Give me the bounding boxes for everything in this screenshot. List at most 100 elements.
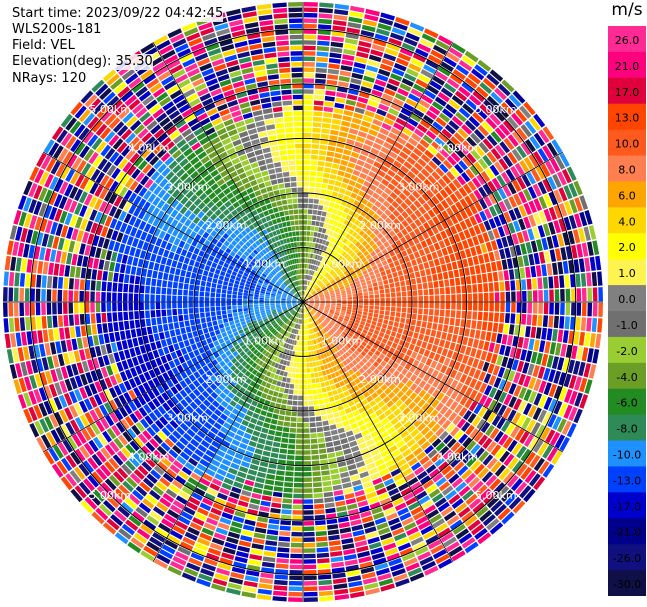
- gate-cell: [329, 545, 342, 552]
- gate-cell: [358, 442, 367, 450]
- gate-cell: [358, 275, 364, 280]
- gate-cell: [226, 329, 233, 336]
- gate-cell: [592, 302, 598, 317]
- gate-cell: [465, 276, 472, 285]
- gate-cell: [266, 312, 272, 316]
- gate-cell: [407, 27, 423, 37]
- gate-cell: [283, 318, 288, 323]
- gate-cell: [311, 356, 316, 362]
- gate-cell: [142, 477, 155, 489]
- gate-cell: [511, 148, 523, 162]
- gate-cell: [335, 345, 341, 351]
- gate-cell: [560, 289, 565, 302]
- gate-cell: [234, 403, 243, 411]
- gate-cell: [279, 359, 284, 365]
- gate-cell: [296, 324, 299, 329]
- gate-cell: [567, 230, 575, 245]
- gate-cell: [273, 590, 288, 597]
- gate-cell: [244, 519, 256, 526]
- gate-cell: [233, 481, 244, 489]
- gate-cell: [423, 64, 436, 74]
- gate-cell: [179, 389, 188, 398]
- gate-cell: [328, 356, 333, 362]
- gate-cell: [207, 362, 214, 370]
- gate-cell: [131, 424, 141, 436]
- gate-cell: [91, 324, 98, 335]
- gate-cell: [503, 323, 510, 334]
- gate-cell: [325, 302, 331, 304]
- gate-cell: [403, 37, 418, 47]
- gate-cell: [306, 231, 311, 236]
- gate-cell: [507, 457, 519, 470]
- gate-cell: [357, 244, 364, 250]
- gate-cell: [282, 330, 286, 335]
- gate-cell: [412, 290, 418, 296]
- ray: [304, 302, 589, 409]
- gate-cell: [53, 445, 64, 459]
- gate-cell: [388, 463, 398, 472]
- gate-cell: [266, 394, 273, 401]
- gate-cell: [345, 247, 351, 253]
- gate-cell: [303, 51, 316, 56]
- gate-cell: [305, 253, 308, 258]
- gate-cell: [285, 319, 290, 324]
- gate-cell: [267, 325, 273, 330]
- gate-cell: [537, 409, 547, 423]
- gate-cell: [268, 315, 273, 320]
- gate-cell: [94, 393, 103, 406]
- gate-cell: [543, 396, 553, 411]
- gate-cell: [407, 307, 412, 314]
- gate-cell: [251, 362, 258, 369]
- gate-cell: [307, 313, 310, 318]
- gate-cell: [340, 126, 350, 133]
- gate-cell: [421, 321, 427, 328]
- gate-cell: [309, 236, 314, 242]
- gate-cell: [406, 336, 412, 343]
- gate-cell: [540, 426, 551, 441]
- gate-cell: [259, 302, 264, 305]
- gate-cell: [289, 433, 296, 439]
- gate-cell: [527, 405, 537, 418]
- gate-cell: [446, 52, 460, 63]
- gate-cell: [353, 535, 366, 542]
- gate-cell: [244, 370, 251, 377]
- gate-cell: [339, 527, 352, 534]
- gate-cell: [561, 169, 572, 184]
- gate-cell: [499, 344, 506, 356]
- gate-cell: [493, 343, 501, 354]
- gate-cell: [574, 197, 583, 212]
- gate-cell: [341, 443, 350, 450]
- gate-cell: [256, 420, 264, 427]
- gate-cell: [391, 395, 400, 404]
- gate-cell: [315, 536, 328, 542]
- gate-cell: [79, 414, 90, 427]
- gate-cell: [155, 309, 161, 317]
- gate-cell: [317, 232, 322, 238]
- gate-cell: [432, 549, 447, 560]
- gate-cell: [336, 278, 341, 283]
- gate-cell: [256, 594, 272, 601]
- gate-cell: [362, 285, 367, 290]
- gate-cell: [564, 274, 570, 288]
- gate-cell: [346, 264, 352, 270]
- gate-cell: [376, 208, 384, 216]
- ray: [6, 302, 302, 364]
- gate-cell: [464, 376, 473, 386]
- gate-cell: [285, 465, 294, 471]
- gate-cell: [388, 107, 400, 117]
- gate-cell: [420, 356, 428, 364]
- gate-cell: [454, 148, 465, 159]
- gate-cell: [280, 443, 288, 449]
- gate-cell: [278, 454, 287, 460]
- gate-cell: [336, 376, 343, 382]
- gate-cell: [371, 552, 385, 560]
- gate-cell: [344, 315, 350, 320]
- gate-cell: [404, 362, 412, 371]
- gate-cell: [188, 308, 194, 314]
- gate-cell: [311, 323, 314, 328]
- gate-cell: [29, 423, 40, 438]
- gate-cell: [128, 389, 137, 400]
- gate-cell: [287, 306, 292, 309]
- gate-cell: [155, 481, 168, 492]
- gate-cell: [507, 222, 516, 234]
